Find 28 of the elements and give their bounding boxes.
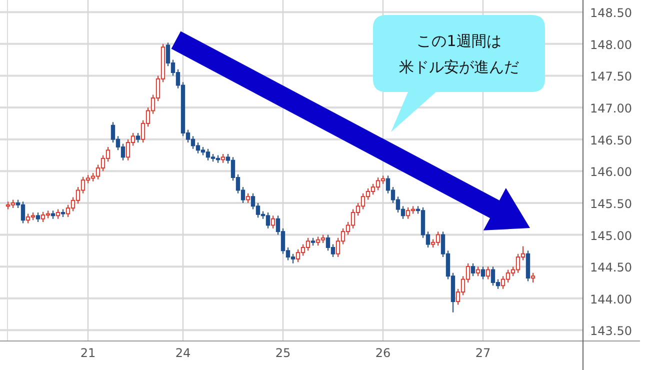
x-tick-label: 26 [375, 346, 391, 360]
candlestick [476, 266, 480, 277]
candlestick [246, 192, 250, 204]
y-tick-label: 145.00 [590, 228, 632, 243]
y-tick-label: 145.50 [590, 196, 632, 211]
y-tick-label: 148.00 [590, 38, 632, 52]
candlestick [480, 266, 486, 280]
y-tick-label: 147.00 [590, 102, 632, 116]
y-tick-label: 146.00 [590, 165, 632, 180]
annotation: 米ドル安が進んだ [398, 57, 520, 78]
x-tick-label: 27 [475, 346, 491, 360]
y-tick-label: 144.00 [590, 292, 632, 306]
candlestick [530, 272, 536, 283]
x-tick-label: 24 [175, 346, 191, 360]
candlestick [136, 132, 140, 144]
candlestick [36, 212, 40, 223]
candlestick [470, 262, 476, 277]
x-tick-label: 21 [80, 346, 96, 360]
y-tick-label: 147.50 [590, 70, 632, 84]
x-tick-label: 25 [275, 346, 291, 360]
y-tick-label: 143.50 [590, 324, 632, 338]
annotation: この1週間は [416, 31, 502, 52]
y-tick-label: 144.50 [590, 260, 632, 275]
candlestick [270, 215, 276, 229]
candlestick [486, 266, 490, 280]
candlestick [56, 208, 60, 220]
y-tick-label: 146.50 [590, 133, 632, 148]
y-tick-label: 148.50 [590, 6, 632, 20]
